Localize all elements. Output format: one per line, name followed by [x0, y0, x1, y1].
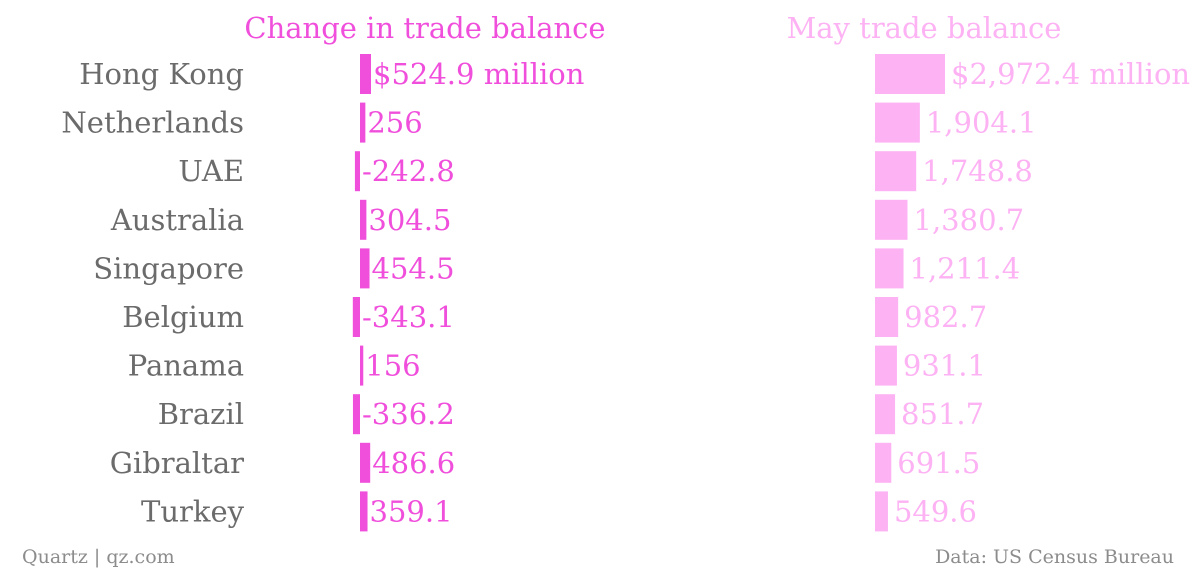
may-label-turkey: 549.6 — [894, 494, 977, 528]
change-bar-turkey — [360, 491, 368, 532]
change-label-belgium: -343.1 — [362, 300, 455, 334]
footer-source-right: Data: US Census Bureau — [935, 546, 1174, 568]
category-label-panama: Panama — [128, 349, 244, 383]
category-label-turkey: Turkey — [141, 494, 245, 528]
change-bar-netherlands — [360, 102, 366, 143]
change-label-hong-kong: $524.9 million — [373, 57, 584, 91]
header-may-trade-balance: May trade balance — [787, 11, 1062, 45]
change-label-gibraltar: 486.6 — [372, 446, 455, 480]
change-bar-gibraltar — [360, 442, 371, 483]
change-bar-belgium — [352, 297, 360, 337]
change-label-singapore: 454.5 — [372, 251, 455, 285]
header-change-in-trade-balance: Change in trade balance — [244, 11, 605, 45]
category-label-uae: UAE — [178, 154, 244, 188]
change-label-brazil: -336.2 — [362, 397, 455, 431]
may-bar-gibraltar — [875, 442, 892, 483]
may-bar-panama — [875, 345, 897, 386]
may-label-uae: 1,748.8 — [922, 154, 1033, 188]
may-label-gibraltar: 691.5 — [897, 446, 980, 480]
change-label-turkey: 359.1 — [370, 494, 453, 528]
may-bar-singapore — [875, 248, 904, 289]
category-label-netherlands: Netherlands — [61, 106, 244, 140]
may-label-belgium: 982.7 — [904, 300, 987, 334]
change-label-australia: 304.5 — [368, 203, 451, 237]
change-bar-hong-kong — [360, 54, 371, 94]
may-label-netherlands: 1,904.1 — [926, 106, 1037, 140]
may-bar-turkey — [875, 491, 888, 532]
change-bar-singapore — [360, 248, 370, 289]
category-label-singapore: Singapore — [93, 251, 244, 285]
may-label-panama: 931.1 — [903, 349, 986, 383]
category-label-brazil: Brazil — [158, 397, 244, 431]
may-label-singapore: 1,211.4 — [910, 251, 1021, 285]
may-bar-brazil — [875, 394, 896, 435]
change-label-uae: -242.8 — [362, 154, 455, 188]
change-label-netherlands: 256 — [367, 106, 422, 140]
change-bar-panama — [360, 345, 364, 386]
may-bar-uae — [875, 151, 917, 192]
may-label-australia: 1,380.7 — [914, 203, 1025, 237]
may-bar-belgium — [875, 297, 899, 337]
may-bar-hong-kong — [875, 54, 945, 94]
category-label-belgium: Belgium — [122, 300, 244, 334]
footer-source-left: Quartz | qz.com — [22, 546, 175, 568]
change-bar-brazil — [352, 394, 360, 435]
change-bar-uae — [354, 151, 360, 192]
may-label-hong-kong: $2,972.4 million — [951, 57, 1190, 91]
category-label-australia: Australia — [110, 203, 244, 237]
category-label-hong-kong: Hong Kong — [79, 57, 244, 91]
change-label-panama: 156 — [365, 349, 420, 383]
may-label-brazil: 851.7 — [901, 397, 984, 431]
may-bar-australia — [875, 199, 908, 240]
category-label-gibraltar: Gibraltar — [110, 446, 244, 480]
may-bar-netherlands — [875, 102, 920, 143]
change-bar-australia — [360, 199, 367, 240]
